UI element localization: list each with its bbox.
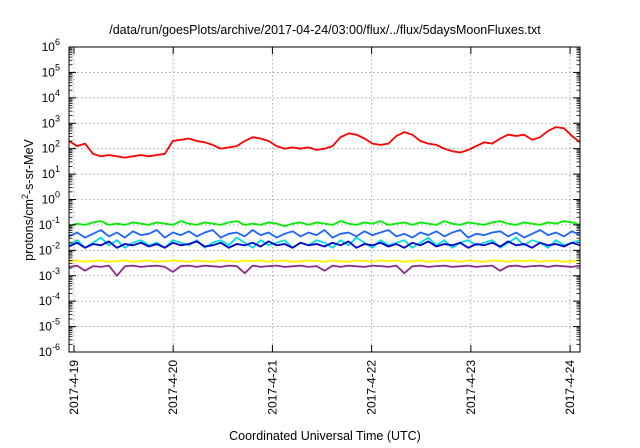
y-tick-label-exponent: 0 <box>55 190 60 200</box>
x-tick-labels: 2017-4-19 2017-4-20 2017-4-21 2017-4-22 2017… <box>67 360 577 415</box>
y-tick-label-exponent: 6 <box>55 37 60 47</box>
y-axis-label-superscript: 2 <box>20 194 30 199</box>
y-tick-label-exponent: -3 <box>52 266 60 276</box>
y-tick-label-exponent: -5 <box>52 317 60 327</box>
y-tick-label: 104 <box>42 88 60 105</box>
y-tick-label: 102 <box>42 139 60 156</box>
y-tick-label-exponent: -2 <box>52 240 60 250</box>
x-tick-label: 2017-4-20 <box>166 360 180 415</box>
y-tick-label-base: 10 <box>39 345 53 359</box>
y-tick-label-exponent: -4 <box>52 291 60 301</box>
y-tick-label-exponent: 2 <box>55 139 60 149</box>
grid <box>69 47 580 352</box>
x-tick-label: 2017-4-21 <box>265 360 279 415</box>
y-tick-label-base: 10 <box>42 193 56 207</box>
ticks <box>69 46 580 353</box>
y-tick-labels: 10-610-510-410-310-210-11001011021031041… <box>39 37 60 359</box>
x-axis-label: Coordinated Universal Time (UTC) <box>229 429 421 443</box>
y-tick-label-exponent: 5 <box>55 62 60 72</box>
chart-title: /data/run/goesPlots/archive/2017-04-24/0… <box>109 23 541 37</box>
y-tick-label-base: 10 <box>39 320 53 334</box>
y-tick-label: 10-1 <box>39 215 60 232</box>
series-group <box>68 126 581 277</box>
y-tick-label-base: 10 <box>42 142 56 156</box>
x-tick-label: 2017-4-23 <box>464 360 478 415</box>
y-tick-label-base: 10 <box>39 243 53 257</box>
y-tick-label-exponent: -6 <box>52 342 60 352</box>
y-tick-label-exponent: 3 <box>55 113 60 123</box>
series-line <box>68 259 581 263</box>
y-tick-label-base: 10 <box>42 65 56 79</box>
y-tick-label-base: 10 <box>42 40 56 54</box>
y-tick-label: 101 <box>42 164 60 181</box>
y-tick-label: 10-3 <box>39 266 60 283</box>
series-line <box>68 240 581 249</box>
y-tick-label-exponent: -1 <box>52 215 60 225</box>
y-tick-label: 10-6 <box>39 342 60 359</box>
y-tick-label: 100 <box>42 190 60 207</box>
y-tick-label-exponent: 4 <box>55 88 60 98</box>
series-line <box>68 236 581 249</box>
y-tick-label-exponent: 1 <box>55 164 60 174</box>
y-tick-label: 10-2 <box>39 240 60 257</box>
y-tick-label: 10-4 <box>39 291 60 308</box>
y-tick-label: 103 <box>42 113 60 130</box>
y-tick-label-base: 10 <box>42 91 56 105</box>
y-tick-label: 105 <box>42 62 60 79</box>
y-tick-label-base: 10 <box>42 116 56 130</box>
series-line <box>68 229 581 239</box>
x-tick-label: 2017-4-19 <box>67 360 81 415</box>
x-tick-label: 2017-4-22 <box>365 360 379 415</box>
y-tick-label-base: 10 <box>39 294 53 308</box>
y-tick-label: 10-5 <box>39 317 60 334</box>
y-axis-label: protons/cm2-s-sr-MeV <box>20 138 36 260</box>
y-tick-label: 106 <box>42 37 60 54</box>
y-tick-label-base: 10 <box>42 167 56 181</box>
y-tick-label-base: 10 <box>39 218 53 232</box>
y-axis-label-part: -s-sr-MeV <box>22 138 36 194</box>
series-line <box>68 126 581 159</box>
x-tick-label: 2017-4-24 <box>563 360 577 415</box>
series-line <box>68 264 581 277</box>
y-tick-label-base: 10 <box>39 269 53 283</box>
y-axis-label-part: protons/cm <box>22 199 36 261</box>
series-line <box>68 220 581 228</box>
